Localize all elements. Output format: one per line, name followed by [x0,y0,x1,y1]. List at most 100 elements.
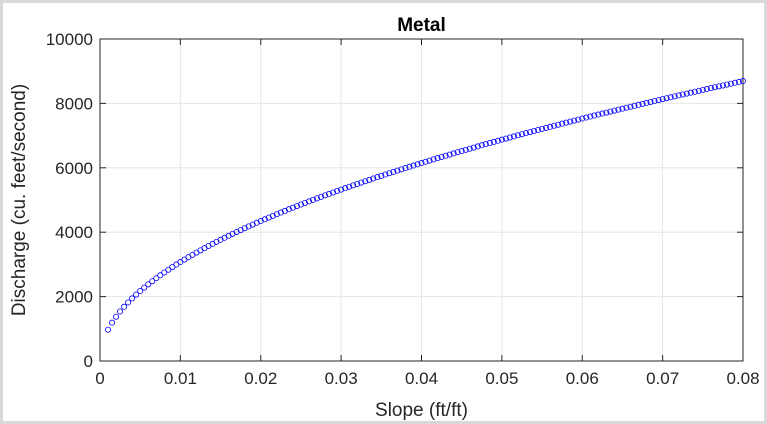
data-point [362,178,369,185]
data-point [567,118,574,125]
data-point [129,295,136,302]
data-point [133,291,140,298]
data-point [249,221,256,228]
data-point [354,180,361,187]
data-point [370,175,377,182]
data-point [454,149,461,156]
y-tick-label: 4000 [55,223,93,242]
data-point [498,136,505,143]
data-point [551,122,558,129]
data-point [145,281,152,288]
data-point [358,179,365,186]
data-point [735,78,742,85]
data-point [502,135,509,142]
data-point [285,206,292,213]
y-tick-label: 10000 [46,30,93,49]
data-point [575,116,582,123]
data-point [478,142,485,149]
x-tick-label: 0 [95,369,104,388]
data-point [679,91,686,98]
data-point [719,82,726,89]
data-point [631,102,638,109]
data-point [563,119,570,126]
data-point [418,160,425,167]
data-point [394,167,401,174]
data-point [165,266,172,273]
data-point [305,198,312,205]
data-point [555,121,562,128]
data-point [470,144,477,151]
x-tick-label: 0.05 [485,369,518,388]
data-point [366,176,373,183]
x-tick-label: 0.04 [405,369,438,388]
data-point [740,78,747,85]
data-point [591,112,598,119]
data-point [490,138,497,145]
data-point [426,157,433,164]
data-point [438,153,445,160]
data-point [314,195,321,202]
data-point [434,155,441,162]
data-point [603,109,610,116]
y-tick-label: 0 [84,352,93,371]
data-point [281,207,288,214]
figure-window: 0 0.01 0.02 0.03 0.04 0.05 0.06 0.07 0.08 0 2000 40… [3,3,764,421]
data-point [486,140,493,147]
data-point [619,105,626,112]
data-point [326,190,333,197]
data-point [241,225,248,232]
data-point [318,193,325,200]
data-point [535,126,542,133]
data-point [514,132,521,139]
data-point [635,101,642,108]
x-tick-label: 0.07 [646,369,679,388]
data-point [647,98,654,105]
chart: 0 0.01 0.02 0.03 0.04 0.05 0.06 0.07 0.08 0 2000 40… [9,15,760,421]
data-point [153,275,160,282]
data-point [161,269,168,276]
data-point [695,87,702,94]
y-tick-label: 8000 [55,94,93,113]
data-point [539,125,546,132]
data-point [386,170,393,177]
data-point [506,134,513,141]
data-point [667,94,674,101]
data-point [543,124,550,131]
data-point [466,145,473,152]
data-point [639,100,646,107]
data-point [462,146,469,153]
data-point [699,86,706,93]
data-point [257,218,264,225]
data-point [157,272,164,279]
data-point [350,182,357,189]
data-point [703,86,710,93]
data-point [390,168,397,175]
data-point [711,84,718,91]
data-point [297,201,304,208]
data-point [446,151,453,158]
data-point [482,141,489,148]
data-point [265,214,272,221]
data-point [531,128,538,135]
data-point [338,186,345,193]
data-point [727,80,734,87]
data-point [137,288,144,295]
data-point [141,284,148,291]
chart-title: Metal [397,15,446,36]
data-point [518,131,525,138]
data-point [559,120,566,127]
data-point [494,137,501,144]
x-tick-label: 0.02 [244,369,277,388]
data-point [458,148,465,155]
data-point [422,158,429,165]
data-point [113,313,120,320]
data-point [109,319,116,326]
data-point [599,110,606,117]
data-point [245,223,252,230]
data-point [346,183,353,190]
x-tick-label: 0.01 [164,369,197,388]
data-point [334,187,341,194]
data-point [595,111,602,118]
data-point [583,114,590,121]
data-point [342,185,349,192]
